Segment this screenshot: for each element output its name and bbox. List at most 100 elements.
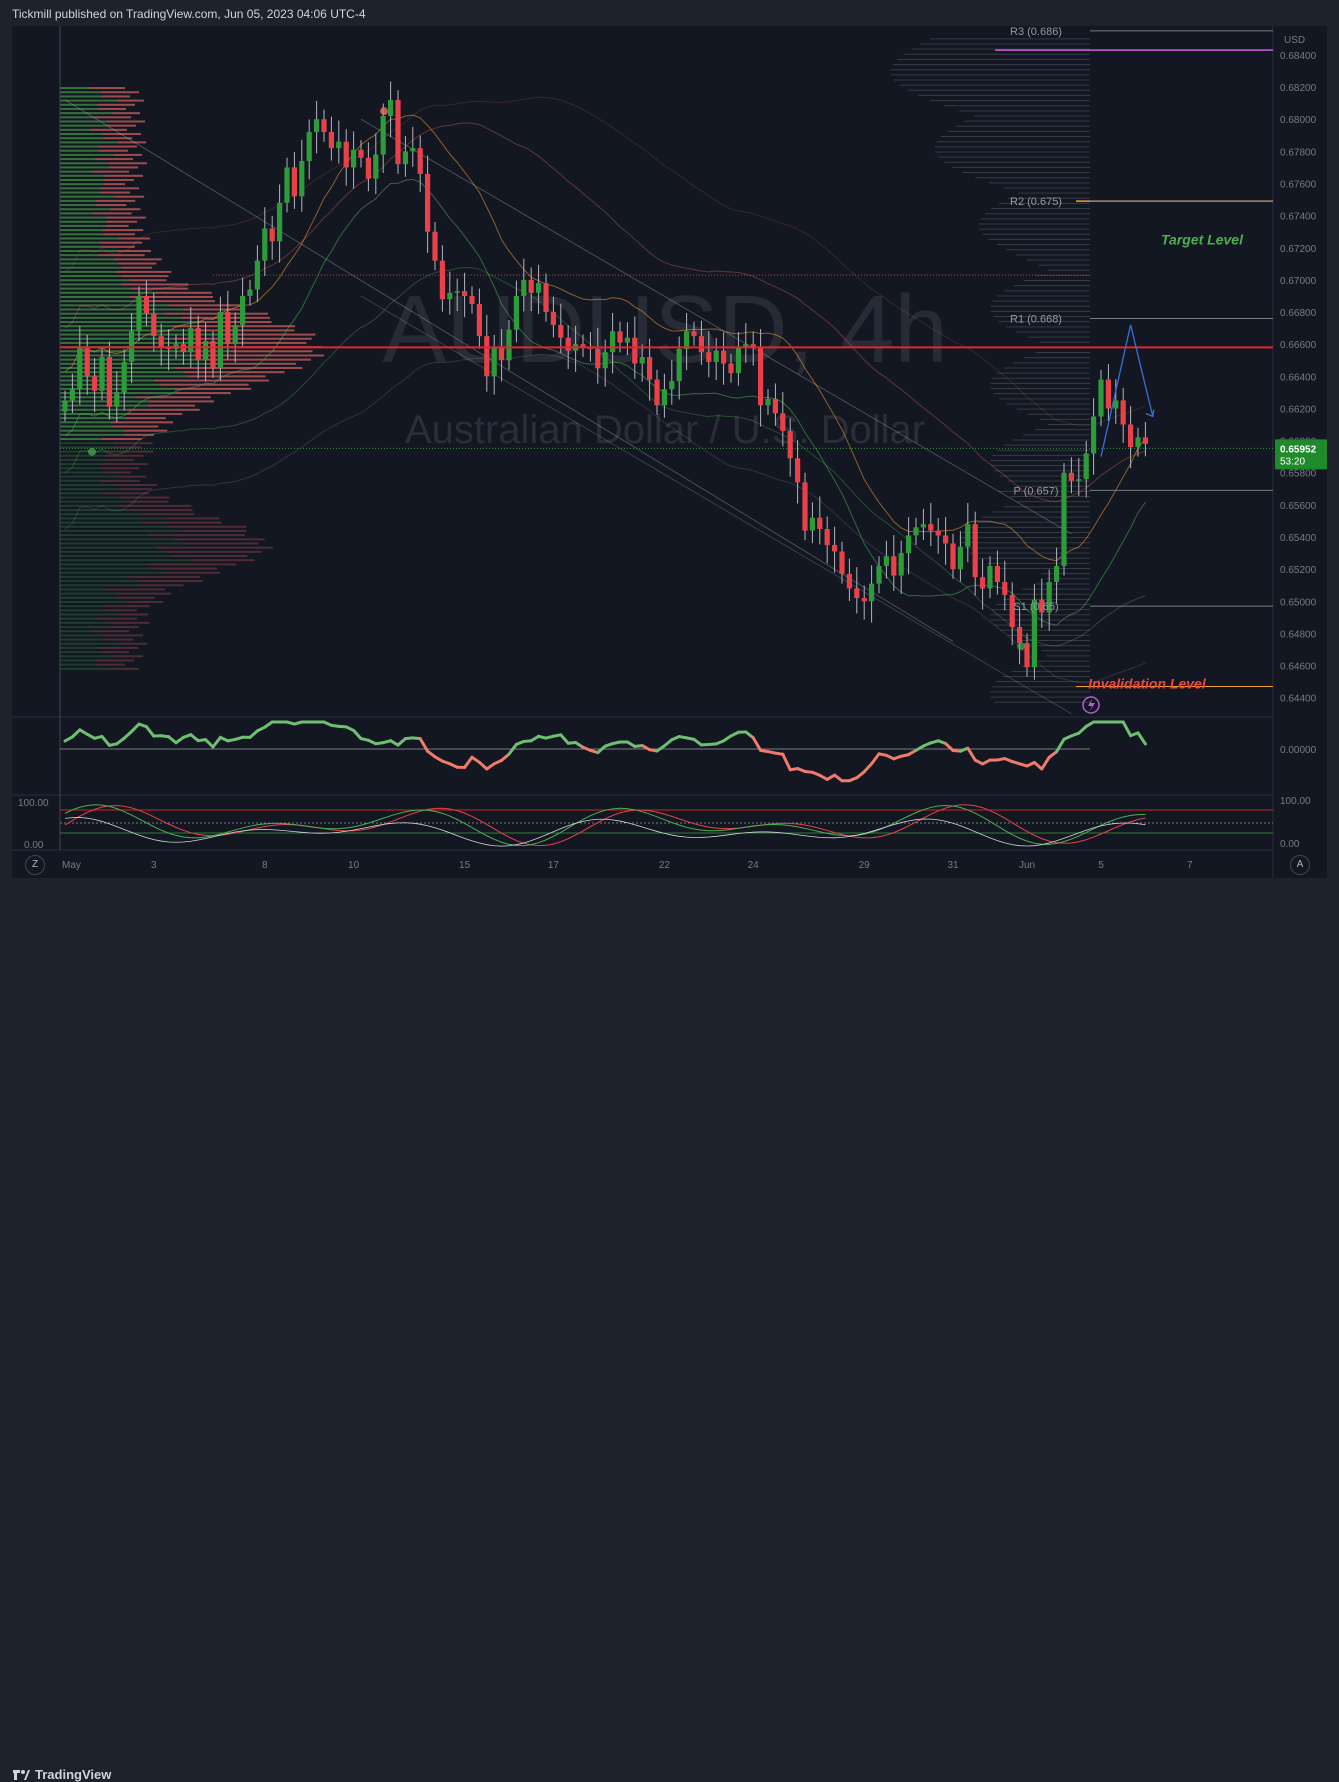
x-tick-label: May: [62, 860, 81, 871]
volume-profile-bar-up: [60, 271, 116, 273]
volume-profile-bar-up: [60, 292, 155, 294]
momentum-segment: [465, 757, 472, 767]
watermark-description: Australian Dollar / U.S. Dollar: [405, 408, 925, 452]
volume-profile-bar-up: [60, 192, 100, 194]
volume-profile-bar-up: [60, 601, 130, 603]
volume-profile-bar-up: [60, 430, 124, 432]
volume-profile-bar-up: [60, 588, 107, 590]
volume-profile-bar-up: [60, 501, 128, 503]
candle-up: [669, 381, 674, 389]
y-tick-label: 0.65600: [1280, 501, 1317, 512]
volume-profile-bar-up: [60, 187, 100, 189]
volume-profile-bar-up: [60, 154, 113, 156]
volume-profile-bar-down: [113, 442, 152, 444]
candle-down: [292, 167, 297, 196]
momentum-segment: [968, 748, 975, 760]
y-tick-label: 0.66200: [1280, 404, 1317, 415]
volume-profile-bar-down: [191, 559, 254, 561]
volume-profile-bar-down: [96, 664, 125, 666]
volume-profile-bar-up: [60, 647, 99, 649]
y-tick-label: 0.67800: [1280, 147, 1317, 158]
volume-profile-bar-down: [166, 551, 262, 553]
candle-up: [677, 349, 682, 381]
volume-profile-bar-down: [96, 200, 135, 202]
y-tick-label: 0.68400: [1280, 51, 1317, 62]
volume-profile-bar-down: [113, 154, 142, 156]
auto-scale-button[interactable]: A: [1290, 855, 1310, 875]
volume-profile-bar-down: [104, 634, 143, 636]
candle-up: [603, 352, 608, 368]
volume-profile-bar-up: [60, 526, 167, 528]
volume-profile-bar-down: [150, 568, 217, 570]
chart-svg[interactable]: AUDUSD, 4h Australian Dollar / U.S. Doll…: [0, 0, 1339, 914]
volume-profile-bar-down: [188, 375, 265, 377]
candle-up: [70, 389, 75, 400]
x-tick-label: 8: [262, 860, 268, 871]
footer-bar: TradingView: [0, 878, 1339, 914]
tradingview-logo-icon: [12, 1769, 30, 1781]
candle-down: [85, 347, 90, 376]
volume-profile-bar-up: [60, 150, 99, 152]
brand-label: TradingView: [35, 1767, 111, 1782]
volume-profile-bar-up: [60, 200, 96, 202]
candle-up: [403, 151, 408, 164]
volume-profile-bar-down: [105, 451, 154, 453]
volume-profile-bar-up: [60, 104, 98, 106]
candle-up: [1135, 437, 1140, 447]
volume-profile-bar-up: [60, 492, 102, 494]
volume-profile-bar-down: [115, 196, 144, 198]
volume-profile-bar-up: [60, 534, 148, 536]
candle-down: [788, 431, 793, 458]
candle-down: [558, 325, 563, 338]
candle-down: [595, 349, 600, 368]
candle-up: [921, 524, 926, 527]
y-tick-label: 0.67000: [1280, 276, 1317, 287]
volume-profile-bar-up: [60, 643, 119, 645]
volume-profile-bar-down: [189, 329, 295, 331]
osc2-right-tick: 0.00: [1280, 839, 1300, 850]
candle-down: [1128, 425, 1133, 447]
candle-up: [736, 347, 741, 373]
candle-down: [462, 291, 467, 296]
osc2-left-tick: 100.00: [18, 798, 49, 809]
volume-profile-bar-down: [154, 380, 269, 382]
candle-down: [780, 413, 785, 431]
candle-down: [854, 588, 859, 598]
volume-profile-bar-up: [60, 129, 90, 131]
candle-up: [114, 392, 119, 406]
volume-profile-bar-down: [100, 187, 140, 189]
candle-up: [233, 325, 238, 344]
candle-down: [107, 357, 112, 407]
volume-profile-bar-down: [183, 309, 242, 311]
candle-up: [307, 132, 312, 161]
volume-profile-bar-down: [126, 576, 199, 578]
volume-profile-bar-down: [126, 409, 199, 411]
volume-profile-bar-up: [60, 158, 95, 160]
x-tick-label: 7: [1187, 860, 1193, 871]
y-tick-label: 0.68200: [1280, 83, 1317, 94]
momentum-segment: [783, 754, 790, 770]
volume-profile-bar-down: [102, 229, 144, 231]
pivot-label: R2 (0.675): [1010, 196, 1062, 208]
momentum-segment: [124, 731, 131, 738]
volume-profile-bar-up: [60, 530, 181, 532]
candle-up: [810, 518, 815, 531]
volume-profile-bar-up: [60, 95, 102, 97]
volume-profile-bar-down: [118, 141, 146, 143]
volume-profile-bar-down: [96, 204, 126, 206]
candle-up: [77, 347, 82, 389]
y-tick-label: 0.67600: [1280, 179, 1317, 190]
volume-profile-bar-down: [101, 91, 139, 93]
candle-down: [891, 556, 896, 575]
zoom-button[interactable]: Z: [25, 855, 45, 875]
candle-up: [610, 331, 615, 352]
volume-profile-bar-up: [60, 338, 173, 340]
candle-up: [373, 155, 378, 179]
y-tick-label: 0.65800: [1280, 469, 1317, 480]
volume-profile-bar-down: [99, 146, 138, 148]
momentum-segment: [1057, 739, 1064, 751]
pivot-label: P (0.657): [1013, 485, 1058, 497]
volume-profile-bar-down: [106, 221, 137, 223]
volume-profile-bar-down: [98, 108, 126, 110]
pivot-label: S1 (0.65): [1013, 601, 1058, 613]
